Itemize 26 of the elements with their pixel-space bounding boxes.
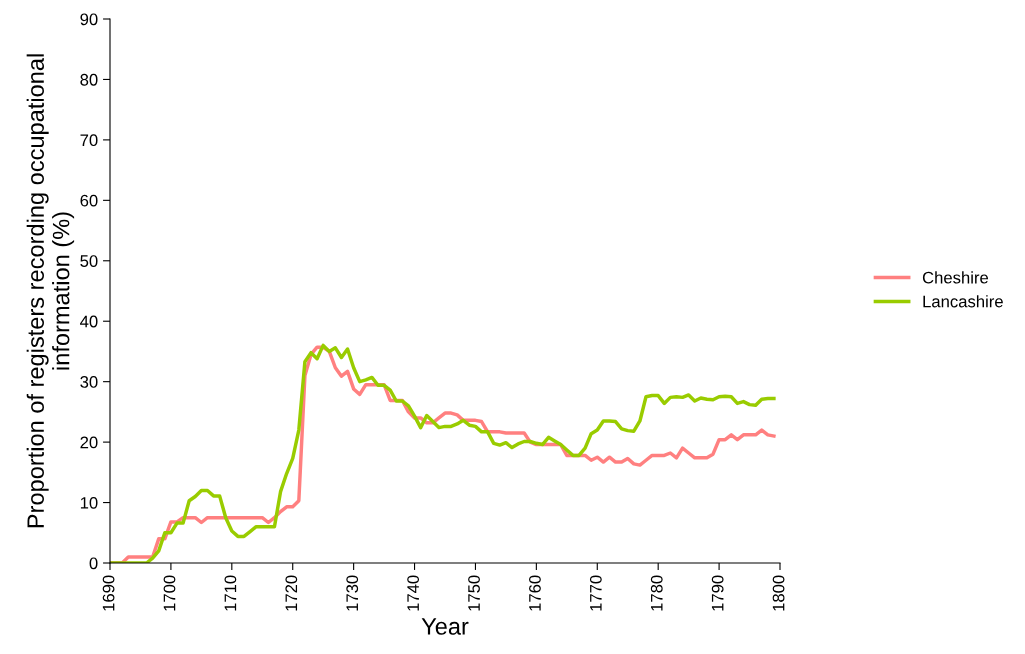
x-tick-label: 1760 <box>529 575 541 611</box>
y-tick-label: 60 <box>80 194 98 207</box>
y-tick-label: 20 <box>80 436 98 449</box>
x-tick-label: 1730 <box>346 575 359 611</box>
y-tick-label: 0 <box>89 557 98 570</box>
x-tick-label: 1690 <box>102 575 115 611</box>
x-tick-label: 1750 <box>468 575 480 611</box>
y-tick-label: 70 <box>80 134 98 147</box>
y-axis-title: Proportion of registers recording occupational information (%) <box>26 54 75 528</box>
x-tick-label: 1710 <box>224 575 237 611</box>
x-tick-label: 1780 <box>650 575 663 611</box>
y-tick-label: 10 <box>80 496 98 509</box>
x-tick-label: 1740 <box>407 575 420 611</box>
legend-label: Cheshire <box>922 271 989 284</box>
y-tick-label: 40 <box>80 315 98 328</box>
x-tick-label: 1800 <box>772 575 785 611</box>
x-tick-label: 1720 <box>285 575 298 611</box>
y-tick-label: 50 <box>80 255 98 267</box>
x-tick-label: 1770 <box>589 575 602 611</box>
legend-label: Lancashire <box>923 295 1003 308</box>
x-axis-title: Year <box>421 618 469 635</box>
x-tick-label: 1700 <box>163 575 176 611</box>
y-tick-label: 30 <box>80 376 98 388</box>
x-tick-label: 1790 <box>711 575 724 611</box>
y-tick-label: 90 <box>80 13 98 26</box>
y-tick-label: 80 <box>80 73 98 86</box>
